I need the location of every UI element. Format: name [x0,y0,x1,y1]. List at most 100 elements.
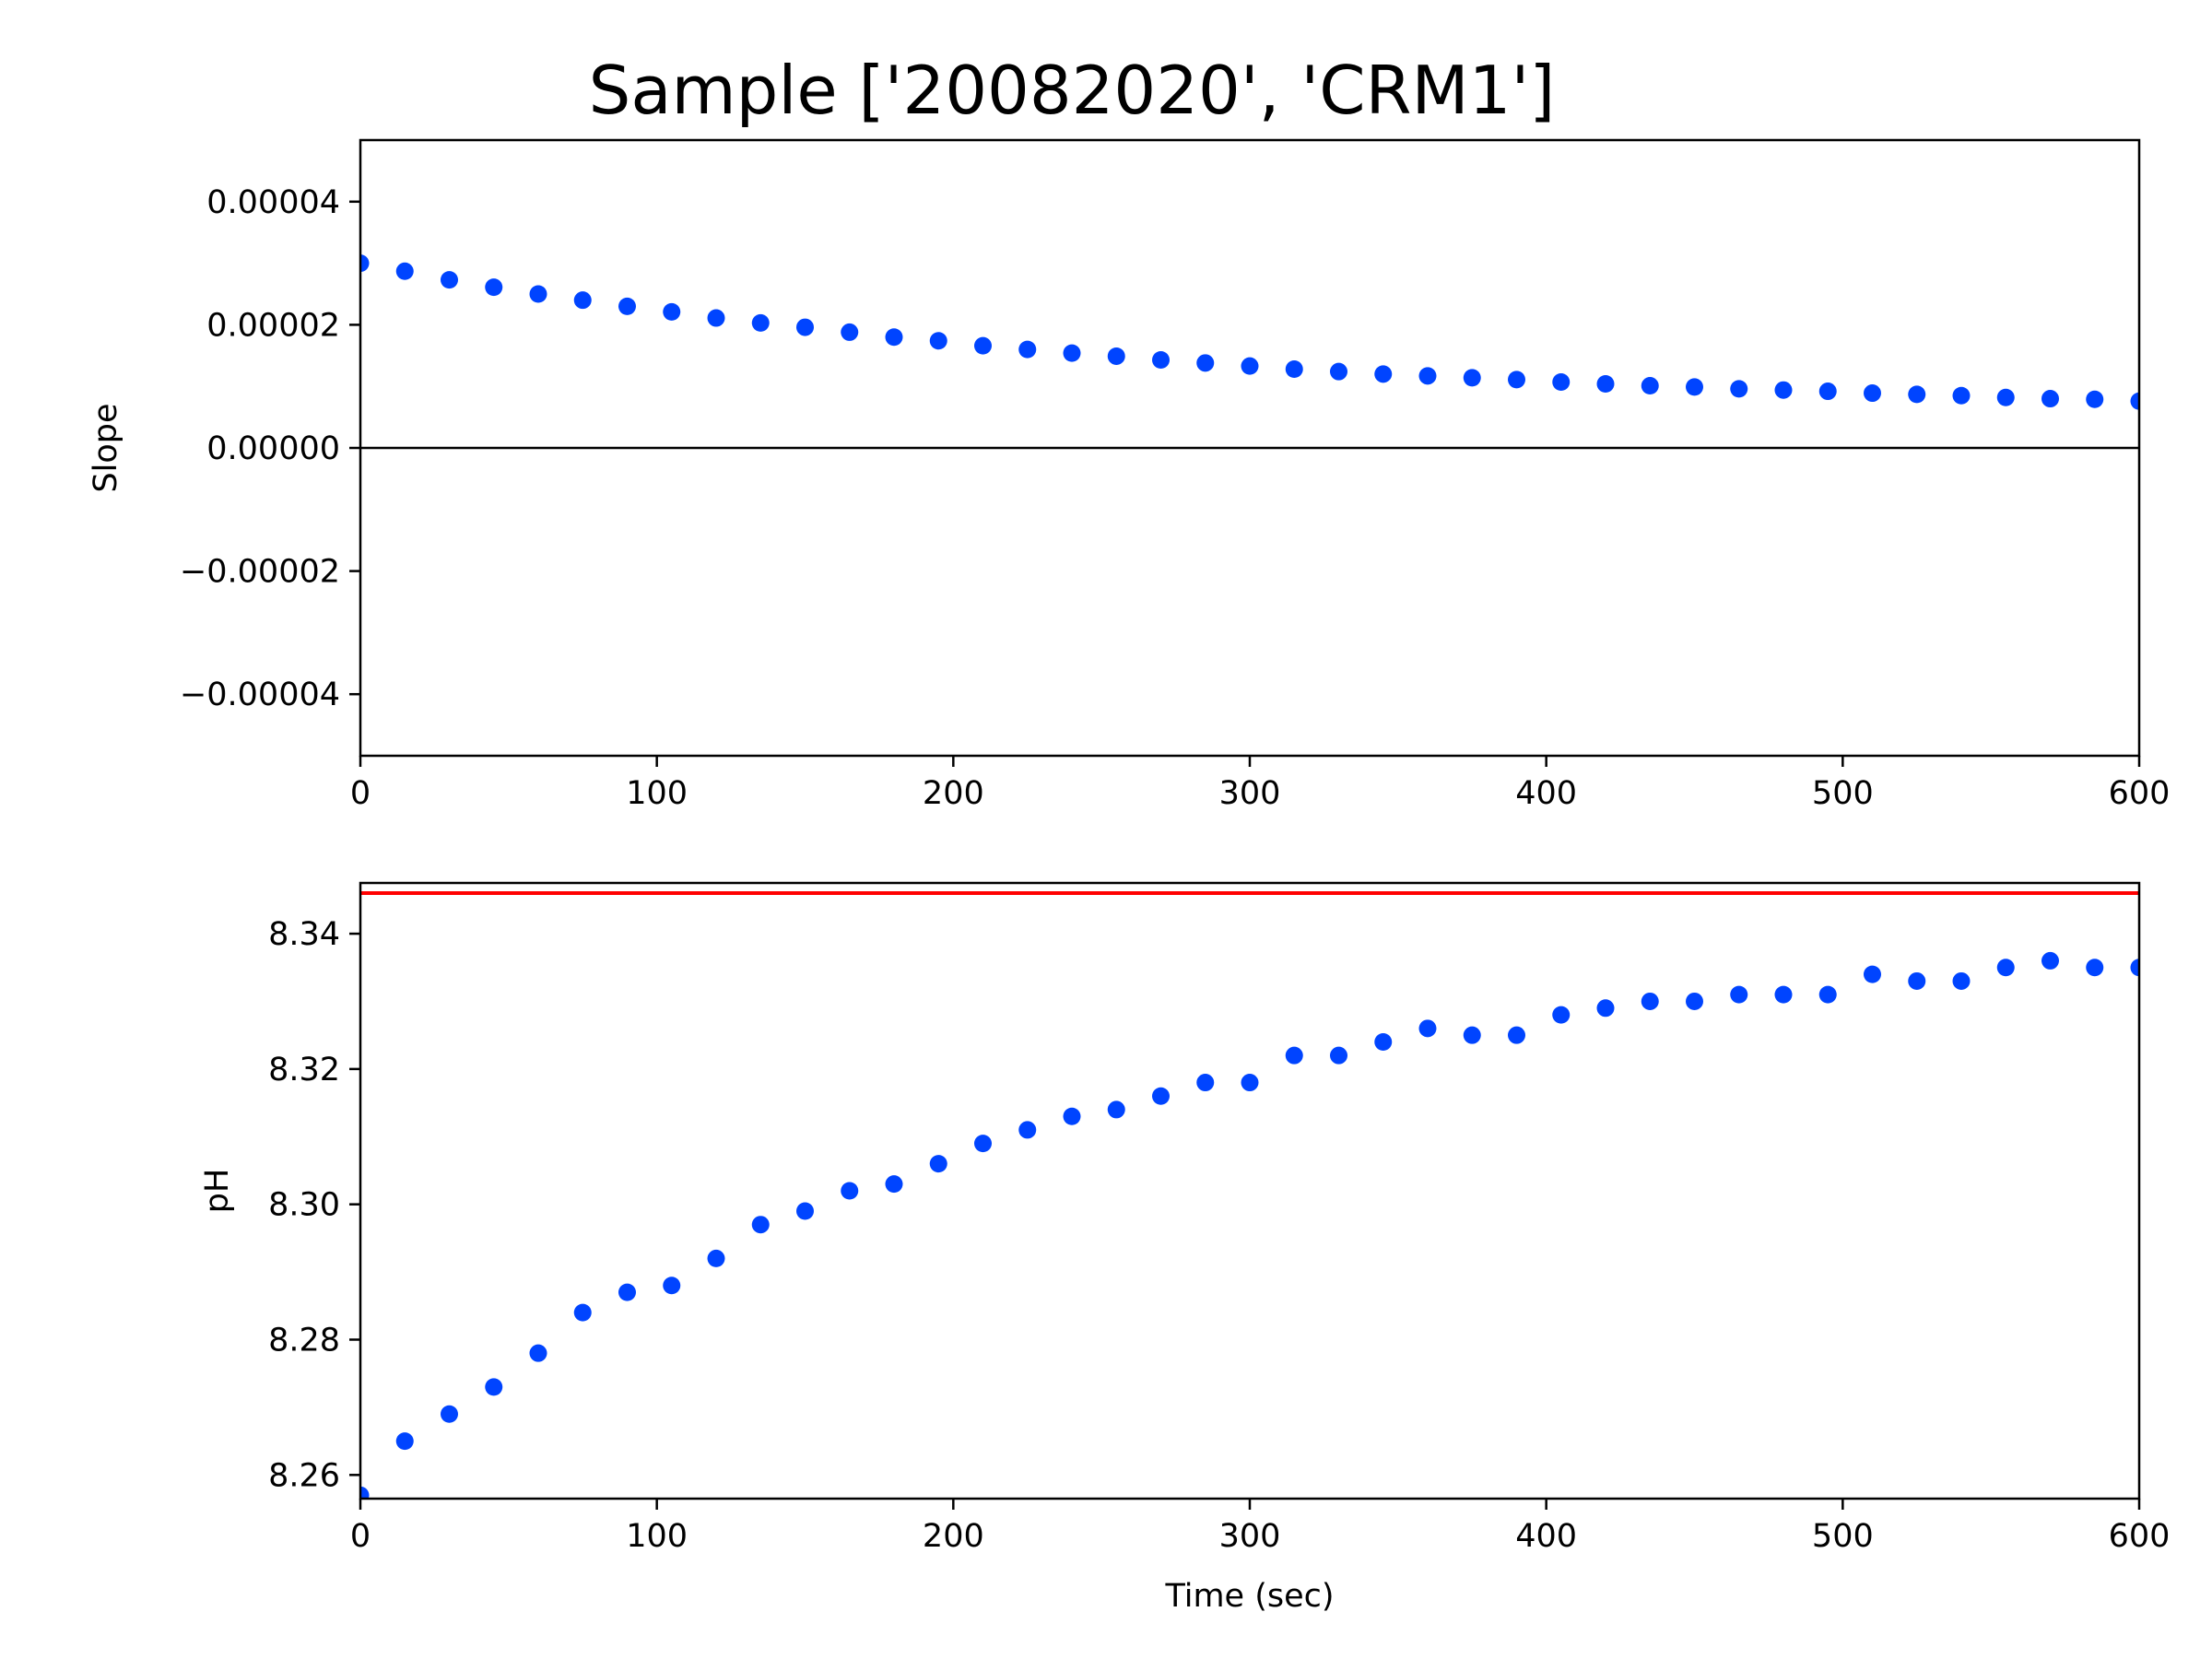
slope-x-tick-label: 600 [2109,775,2171,812]
slope-point [796,318,814,336]
slope-point [663,302,681,321]
ph-y-tick-label: 8.26 [268,1457,340,1494]
slope-point [1285,359,1303,378]
slope-point [885,328,903,347]
ph-point [796,1202,814,1220]
ph-y-tick-label: 8.32 [268,1052,340,1088]
ph-point [1330,1046,1347,1065]
ph-point [2130,959,2139,977]
ph-point [2041,951,2059,970]
slope-x-tick-label: 0 [350,775,371,812]
slope-point [1730,380,1748,398]
ph-x-tick-label: 100 [626,1518,688,1555]
slope-y-tick-label: −0.00002 [180,554,340,591]
ph-x-tick-label: 0 [350,1518,371,1555]
ph-x-tick-label: 300 [1219,1518,1281,1555]
slope-point [1996,388,2015,406]
slope-point [1596,375,1615,394]
slope-y-axis-label: Slope [88,403,124,492]
slope-point [1818,382,1837,401]
slope-point [1018,340,1037,359]
ph-point [1818,985,1837,1004]
ph-point [1730,985,1748,1004]
ph-point [1908,971,1926,990]
slope-x-tick-label: 100 [626,775,688,812]
slope-point [1774,381,1793,399]
ph-point [1774,985,1793,1004]
ph-point [618,1283,636,1301]
slope-point [2041,390,2059,408]
ph-point [360,1486,370,1499]
slope-point [618,297,636,315]
slope-point [751,313,770,332]
ph-point [1552,1006,1571,1024]
ph-point [441,1405,458,1423]
slope-point [2130,392,2139,410]
ph-point [1686,992,1703,1010]
slope-point [1330,362,1347,381]
ph-point [1063,1107,1081,1125]
slope-point [929,332,947,350]
ph-point [707,1249,725,1267]
ph-point [929,1155,947,1173]
slope-point [1686,378,1703,396]
ph-point [485,1378,503,1396]
ph-point [841,1182,859,1200]
slope-point [841,323,859,341]
slope-point [974,336,992,355]
ph-point [1152,1087,1170,1105]
ph-point [1107,1100,1125,1119]
slope-x-tick-label: 300 [1219,775,1281,812]
ph-point [1285,1046,1303,1065]
slope-y-tick-label: 0.00004 [206,184,340,221]
slope-x-tick-label: 500 [1812,775,1874,812]
slope-point [1463,369,1481,387]
slope-x-tick-label: 200 [923,775,984,812]
slope-y-ticks: 0.00004 0.00002 0.00000 −0.00002 −0.00004 [180,184,360,713]
slope-point [1508,371,1525,389]
ph-y-axis-label: pH [199,1169,236,1214]
slope-point [441,271,458,289]
ph-point [573,1303,592,1322]
ph-x-tick-label: 400 [1515,1518,1577,1555]
slope-point [1552,373,1571,392]
slope-x-ticks: 0 100 200 300 400 500 600 [350,756,2171,812]
ph-point [1641,992,1659,1010]
ph-y-ticks: 8.34 8.32 8.30 8.28 8.26 [268,916,360,1494]
ph-point [1864,965,1881,983]
slope-point [1196,354,1215,372]
ph-panel: 0 100 200 300 400 500 600 8.34 8.32 8.30 8.28 8.26… [199,881,2171,1615]
ph-point [663,1277,681,1295]
ph-point [1952,971,1971,990]
ph-point [529,1344,547,1362]
ph-y-tick-label: 8.28 [268,1322,340,1359]
ph-point [1463,1026,1481,1044]
slope-point [707,309,725,327]
slope-points [360,254,2139,410]
ph-y-tick-label: 8.30 [268,1187,340,1224]
ph-points [360,951,2139,1499]
slope-point [395,262,414,280]
slope-point [1952,386,1971,405]
ph-y-tick-label: 8.34 [268,916,340,953]
slope-point [1241,357,1259,375]
ph-x-tick-label: 200 [923,1518,984,1555]
ph-point [1996,959,2015,977]
figure-title: Sample ['20082020', 'CRM1'] [589,52,1556,129]
ph-point [1241,1074,1259,1092]
slope-point [1374,365,1393,383]
ph-point [751,1216,770,1234]
ph-point [1418,1019,1437,1038]
ph-point [395,1432,414,1451]
ph-axes-frame [359,881,2141,1500]
slope-point [1063,344,1081,362]
ph-x-ticks: 0 100 200 300 400 500 600 [350,1499,2171,1555]
ph-point [2086,959,2104,977]
ph-x-tick-label: 600 [2109,1518,2171,1555]
slope-point [2086,390,2104,408]
slope-point [1908,385,1926,404]
ph-point [1374,1033,1393,1052]
slope-point [1641,377,1659,395]
slope-x-tick-label: 400 [1515,775,1577,812]
